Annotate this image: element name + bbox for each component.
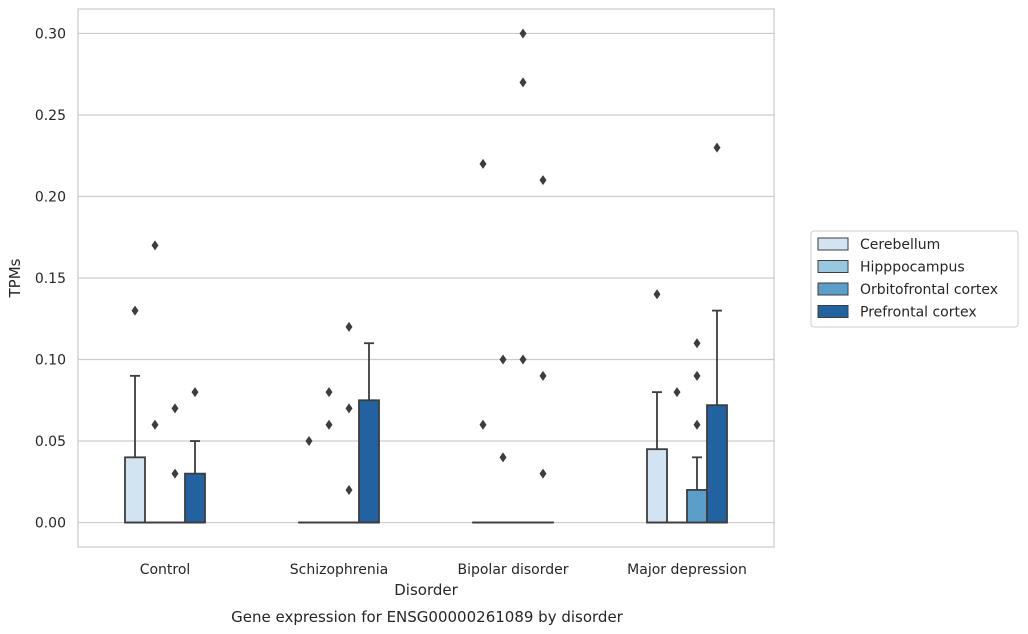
x-tick-label: Bipolar disorder	[457, 562, 568, 578]
legend-swatch	[817, 305, 849, 318]
y-tick-label: 0.30	[35, 26, 66, 42]
outlier-point	[519, 28, 527, 39]
legend-label: Orbitofrontal cortex	[860, 282, 998, 298]
x-tick-label: Major depression	[627, 562, 747, 578]
legend-swatch	[817, 260, 849, 273]
outlier-point	[713, 142, 721, 153]
box	[124, 305, 146, 524]
outlier-point	[151, 419, 159, 430]
box	[532, 175, 554, 524]
outlier-point	[539, 175, 547, 186]
box-body	[646, 448, 668, 524]
box-body	[686, 489, 708, 524]
x-axis-title: Disorder	[394, 581, 458, 599]
box	[646, 289, 668, 524]
legend-swatch	[817, 282, 849, 296]
outlier-point	[693, 419, 701, 430]
outlier-point	[325, 387, 333, 398]
y-tick-label: 0.25	[35, 108, 66, 124]
outlier-point	[305, 436, 313, 447]
x-tick-label: Schizophrenia	[290, 562, 388, 578]
legend-label: Hipppocampus	[860, 260, 965, 276]
legend: Cerebellum Hipppocampus Orbitofrontal cort…	[810, 230, 1019, 328]
box-body	[124, 456, 146, 524]
x-tick-labels: Control Schizophrenia Bipolar disorder Majo…	[140, 562, 747, 578]
outlier-point	[693, 370, 701, 381]
y-tick-label: 0.20	[35, 189, 66, 205]
outlier-point	[693, 338, 701, 349]
box	[338, 321, 360, 524]
outlier-point	[499, 452, 507, 463]
outlier-point	[653, 289, 661, 300]
outlier-point	[673, 387, 681, 398]
legend-label: Cerebellum	[860, 237, 940, 253]
outlier-point	[345, 321, 353, 332]
plot-frame	[77, 8, 775, 548]
legend-swatch	[817, 237, 849, 251]
y-tick-labels: 0.00 0.05 0.10 0.15 0.20 0.25 0.30	[35, 26, 66, 531]
y-axis-title: TPMs	[6, 258, 24, 298]
outlier-point	[499, 354, 507, 365]
outlier-point	[539, 370, 547, 381]
box-groups	[124, 28, 728, 524]
outlier-point	[479, 158, 487, 169]
outlier-point	[539, 468, 547, 479]
box-body	[358, 399, 380, 524]
x-tick-label: Control	[140, 562, 191, 578]
box	[358, 342, 380, 524]
outlier-point	[191, 387, 199, 398]
box-body	[184, 472, 206, 524]
legend-label: Prefrontal cortex	[860, 305, 977, 321]
box	[706, 142, 728, 524]
outlier-point	[479, 419, 487, 430]
outlier-point	[131, 305, 139, 316]
y-tick-label: 0.00	[35, 516, 66, 532]
outlier-point	[171, 468, 179, 479]
box-body	[706, 404, 728, 524]
outlier-point	[345, 403, 353, 414]
outlier-point	[325, 419, 333, 430]
box	[144, 240, 166, 524]
box	[512, 28, 534, 524]
outlier-point	[171, 403, 179, 414]
legend-items: Cerebellum Hipppocampus Orbitofrontal cort…	[817, 237, 998, 321]
box	[686, 338, 708, 524]
figure-caption: Gene expression for ENSG00000261089 by d…	[231, 608, 624, 626]
y-tick-label: 0.15	[35, 271, 66, 287]
outlier-point	[151, 240, 159, 251]
legend-frame	[810, 230, 1019, 328]
box	[318, 387, 340, 524]
outlier-point	[519, 77, 527, 88]
outlier-point	[519, 354, 527, 365]
box	[184, 387, 206, 524]
box	[666, 387, 688, 524]
y-tick-label: 0.05	[35, 434, 66, 450]
y-tick-label: 0.10	[35, 353, 66, 369]
outlier-point	[345, 484, 353, 495]
box	[472, 158, 494, 524]
